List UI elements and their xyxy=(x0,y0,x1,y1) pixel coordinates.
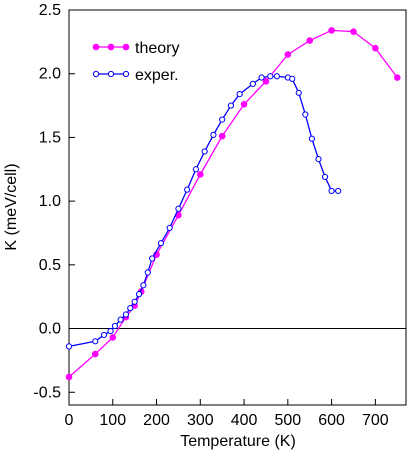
data-point xyxy=(302,111,309,118)
data-point xyxy=(218,132,226,140)
x-tick-label: 400 xyxy=(231,412,258,429)
series-line xyxy=(68,75,339,348)
data-point xyxy=(240,100,248,108)
y-tick-label: 1.5 xyxy=(39,129,61,146)
legend-label: theory xyxy=(135,40,179,57)
data-point xyxy=(111,322,119,330)
data-point xyxy=(109,334,117,341)
x-tick-label: 600 xyxy=(318,412,345,429)
data-point xyxy=(258,74,265,81)
data-point xyxy=(350,28,357,35)
data-point xyxy=(201,148,208,155)
data-point xyxy=(100,331,108,339)
data-point xyxy=(140,282,147,289)
data-point xyxy=(196,171,204,178)
data-point xyxy=(372,44,379,52)
data-point xyxy=(219,116,226,123)
data-point xyxy=(107,327,114,335)
data-point xyxy=(175,205,182,212)
legend-marker xyxy=(107,70,115,78)
data-point xyxy=(122,311,129,318)
data-point xyxy=(127,305,134,312)
data-point xyxy=(308,135,316,142)
y-tick-label: 2.5 xyxy=(39,2,61,19)
data-point xyxy=(184,186,191,193)
data-point xyxy=(157,240,165,247)
data-point xyxy=(149,255,156,262)
y-tick-label: 2.0 xyxy=(39,66,61,83)
data-point xyxy=(131,298,138,305)
data-point xyxy=(267,73,274,80)
y-axis-title: K (meV/cell) xyxy=(3,163,20,250)
data-point xyxy=(65,373,73,381)
x-tick-label: 300 xyxy=(187,412,214,429)
data-point xyxy=(65,343,73,350)
data-point xyxy=(393,74,401,81)
x-tick-label: 500 xyxy=(274,412,301,429)
legend-marker xyxy=(122,70,130,78)
x-tick-label: 200 xyxy=(143,412,170,429)
data-point xyxy=(249,80,256,88)
data-point xyxy=(273,73,280,80)
y-ticks: -0.5 0.0 0.5 1.0 1.5 2.0 2.5 xyxy=(33,2,75,401)
data-point xyxy=(166,224,173,231)
data-point xyxy=(335,187,342,195)
x-ticks: 0 100 200 300 400 500 600 700 xyxy=(65,399,389,429)
legend-label: exper. xyxy=(135,67,179,84)
data-point xyxy=(192,166,200,173)
series-line xyxy=(68,29,398,378)
x-tick-label: 0 xyxy=(65,412,74,429)
x-tick-label: 700 xyxy=(362,412,389,429)
data-point xyxy=(92,338,99,345)
plot-frame xyxy=(68,9,407,406)
legend: theory exper. xyxy=(92,40,179,84)
data-point xyxy=(321,173,329,181)
data-point xyxy=(306,37,314,44)
y-tick-label: 0.0 xyxy=(39,321,61,338)
data-point xyxy=(144,269,151,276)
legend-marker xyxy=(122,43,130,51)
legend-marker xyxy=(92,43,100,51)
x-tick-label: 100 xyxy=(99,412,126,429)
data-point xyxy=(262,78,270,85)
series-layer xyxy=(65,27,401,381)
y-tick-label: 0.5 xyxy=(39,257,61,274)
data-point xyxy=(135,291,143,298)
data-point xyxy=(91,350,99,358)
data-point xyxy=(227,102,235,109)
legend-marker xyxy=(107,43,115,51)
data-point xyxy=(295,89,302,96)
data-point xyxy=(328,187,335,195)
data-point xyxy=(236,90,243,98)
x-axis-title: Temperature (K) xyxy=(180,433,296,450)
data-point xyxy=(315,155,322,163)
data-point xyxy=(328,27,335,34)
y-tick-label: -0.5 xyxy=(33,384,61,401)
data-point xyxy=(289,75,296,82)
legend-marker xyxy=(92,70,100,78)
data-point xyxy=(210,131,217,138)
data-point xyxy=(117,316,124,323)
y-tick-label: 1.0 xyxy=(39,193,61,210)
data-point xyxy=(284,51,292,58)
